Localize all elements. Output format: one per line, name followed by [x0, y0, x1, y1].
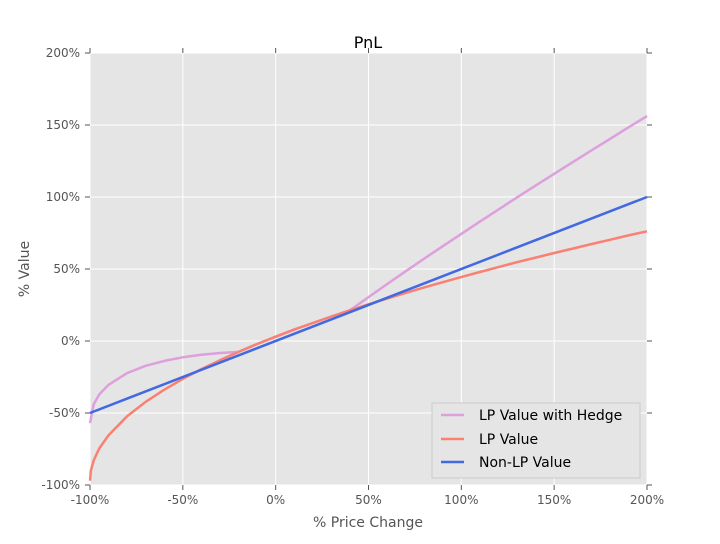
x-tick-label: 150% [537, 493, 571, 507]
x-tick-label: -50% [167, 493, 198, 507]
legend-label-nonlp: Non-LP Value [479, 455, 571, 471]
y-tick-label: -100% [41, 478, 80, 492]
x-tick-label: 0% [266, 493, 285, 507]
x-tick-label: 200% [630, 493, 664, 507]
y-tick-label: 200% [46, 46, 80, 60]
y-tick-label: 150% [46, 118, 80, 132]
series-lines [88, 115, 648, 481]
chart-title: PnL [354, 33, 383, 52]
legend: LP Value with Hedge LP Value Non-LP Valu… [431, 402, 641, 479]
x-tick-label: -100% [71, 493, 110, 507]
series-line-non-lp-value [89, 195, 648, 415]
y-tick-label: 100% [46, 190, 80, 204]
y-tick-label: -50% [49, 406, 80, 420]
x-axis-label: % Price Change [313, 515, 423, 531]
legend-label-lp: LP Value [479, 432, 538, 448]
legend-box [431, 402, 641, 479]
y-tick-label: 50% [53, 262, 80, 276]
series-line-lp-value [88, 230, 648, 481]
legend-label-hedge: LP Value with Hedge [479, 408, 622, 424]
y-tick-label: 0% [61, 334, 80, 348]
x-tick-label: 100% [444, 493, 478, 507]
x-tick-label: 50% [355, 493, 382, 507]
y-axis-label: % Value [17, 241, 33, 297]
ticks: -100% -50% 0% 50% 100% 150% 200% -100% -50% 0% 50%… [41, 46, 664, 507]
